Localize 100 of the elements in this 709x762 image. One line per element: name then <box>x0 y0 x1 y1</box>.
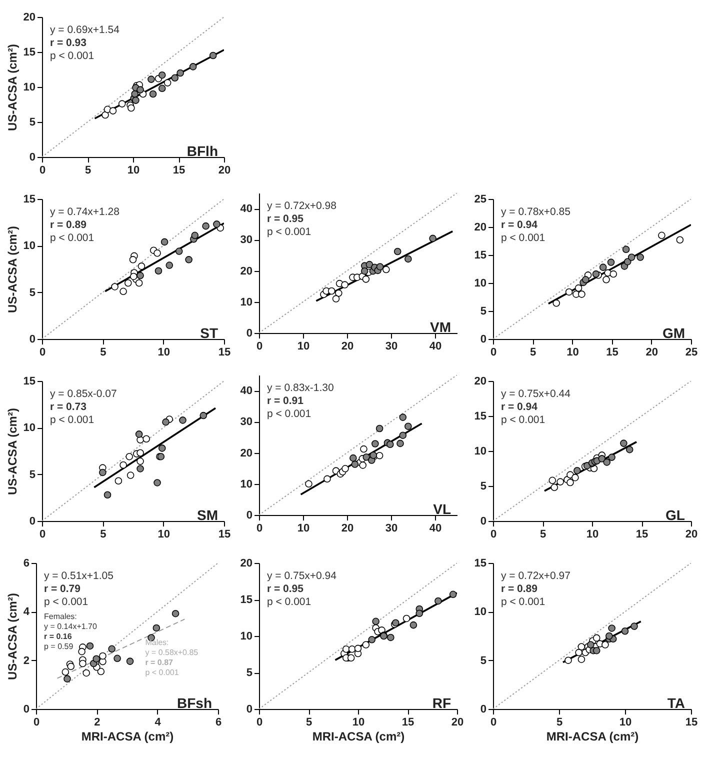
point <box>372 440 379 448</box>
annotation: p < 0.001 <box>267 408 312 420</box>
annotation: p < 0.001 <box>501 596 546 608</box>
x-tick-label: 40 <box>429 522 442 534</box>
annotation: r = 0.94 <box>501 401 538 413</box>
point <box>158 84 166 92</box>
y-tick-label: 20 <box>240 265 252 278</box>
x-tick-label: 5 <box>306 716 312 728</box>
point <box>578 290 586 298</box>
x-tick-label: 0 <box>490 716 497 728</box>
annotation: y = 0.85x-0.07 <box>50 388 117 400</box>
annotation: y = 0.14x+1.70 <box>44 622 98 631</box>
point <box>126 658 134 665</box>
point <box>128 104 135 112</box>
x-axis-title: MRI-ACSA (cm²) <box>312 730 405 744</box>
y-tick-label: 0 <box>23 704 30 716</box>
y-tick-label: 20 <box>240 447 252 460</box>
annotation: r = 0.93 <box>50 37 87 49</box>
point <box>108 645 116 653</box>
y-tick-label: 30 <box>240 416 252 428</box>
point <box>92 655 100 663</box>
point <box>676 236 684 244</box>
y-tick-label: 30 <box>240 234 252 246</box>
annotation: p < 0.001 <box>50 50 94 62</box>
point <box>608 624 616 632</box>
annotation: r = 0.91 <box>267 395 304 407</box>
point <box>172 610 180 618</box>
point <box>131 90 138 98</box>
point <box>154 250 161 257</box>
point <box>404 422 412 430</box>
y-tick-label: 40 <box>240 203 252 216</box>
annotation: y = 0.75x+0.44 <box>501 388 571 400</box>
y-tick-label: 6 <box>23 558 30 570</box>
y-tick-label: 20 <box>23 12 36 24</box>
point <box>347 654 355 662</box>
x-tick-label: 30 <box>385 522 398 534</box>
point <box>434 597 442 605</box>
y-tick-label: 0 <box>246 510 252 522</box>
point <box>376 263 384 270</box>
point <box>78 648 86 656</box>
x-tick-label: 0 <box>490 528 497 540</box>
annotation: p < 0.001 <box>50 232 94 244</box>
annotation: y = 0.72x+0.97 <box>501 570 571 582</box>
point <box>360 267 368 275</box>
annotation: y = 0.74x+1.28 <box>50 206 120 218</box>
point <box>342 465 349 472</box>
annotation: p < 0.001 <box>267 596 312 608</box>
annotation: r = 0.73 <box>50 401 87 413</box>
y-tick-label: 15 <box>240 594 252 606</box>
x-tick-label: 5 <box>556 716 563 728</box>
point <box>67 662 75 670</box>
y-tick-label: 4 <box>23 606 30 618</box>
point <box>64 675 71 682</box>
point <box>102 111 109 119</box>
y-tick-label: 5 <box>480 306 486 318</box>
annotation: r = 0.89 <box>50 219 87 231</box>
point <box>130 272 138 280</box>
y-tick-label: 5 <box>29 116 36 128</box>
y-tick-label: 15 <box>474 250 486 262</box>
point <box>86 642 94 650</box>
x-tick-label: 5 <box>100 346 106 358</box>
point <box>350 454 357 462</box>
y-tick-label: 0 <box>246 328 252 340</box>
point <box>626 446 634 454</box>
x-tick-label: 15 <box>685 716 698 728</box>
y-tick-label: 10 <box>240 296 252 308</box>
annotation: BFlh <box>186 143 218 159</box>
y-tick-label: 20 <box>474 222 486 234</box>
point <box>166 262 174 269</box>
annotation: p < 0.001 <box>501 232 546 244</box>
point <box>162 418 170 426</box>
point <box>574 284 582 292</box>
x-tick-label: 10 <box>352 716 365 728</box>
point <box>574 466 581 474</box>
point <box>160 238 168 246</box>
point <box>62 668 70 676</box>
annotation: BFsh <box>177 695 212 711</box>
y-tick-label: 40 <box>240 385 252 398</box>
point <box>126 452 133 460</box>
point <box>138 262 146 270</box>
x-tick-label: 20 <box>646 346 658 358</box>
x-tick-label: 20 <box>685 528 698 540</box>
point <box>606 632 613 640</box>
point <box>548 476 556 484</box>
point <box>587 641 594 648</box>
x-tick-label: 10 <box>566 346 579 358</box>
point <box>449 590 457 598</box>
y-tick-label: 10 <box>23 82 36 94</box>
x-tick-label: 15 <box>172 164 186 176</box>
point <box>368 636 376 644</box>
y-axis-title: US-ACSA (cm²) <box>5 44 20 131</box>
point <box>630 622 638 630</box>
x-tick-label: 30 <box>385 340 398 352</box>
y-tick-label: 5 <box>480 480 486 492</box>
y-tick-label: 15 <box>23 376 36 388</box>
y-tick-label: 10 <box>240 478 252 490</box>
point <box>118 100 126 108</box>
y-tick-label: 5 <box>29 468 36 481</box>
point <box>335 290 342 297</box>
x-tick-label: 6 <box>215 716 222 728</box>
